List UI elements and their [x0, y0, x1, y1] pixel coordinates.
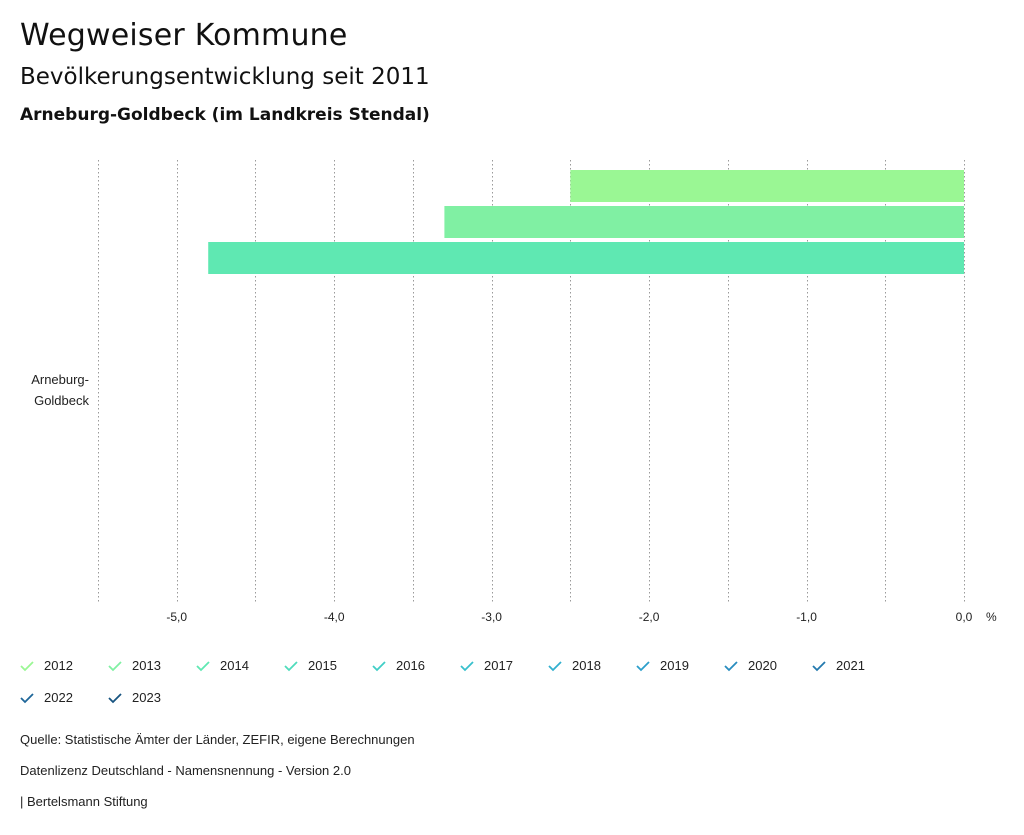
x-tick-label: -3,0 — [481, 610, 502, 624]
x-tick-label: -1,0 — [796, 610, 817, 624]
legend-item-2023[interactable]: 2023 — [108, 690, 161, 705]
x-tick-label: -4,0 — [324, 610, 345, 624]
legend-item-2018[interactable]: 2018 — [548, 658, 601, 673]
legend-item-2020[interactable]: 2020 — [724, 658, 777, 673]
bar-2014 — [208, 242, 964, 274]
check-icon — [812, 660, 826, 671]
chart-subtitle: Bevölkerungsentwicklung seit 2011 — [20, 64, 430, 90]
check-icon — [108, 660, 122, 671]
legend-label: 2020 — [748, 658, 777, 673]
x-tick-label: 0,0 — [956, 610, 973, 624]
legend-label: 2018 — [572, 658, 601, 673]
legend-label: 2012 — [44, 658, 73, 673]
check-icon — [284, 660, 298, 671]
legend-item-2021[interactable]: 2021 — [812, 658, 865, 673]
license-text: Datenlizenz Deutschland - Namensnennung … — [20, 763, 351, 778]
legend-item-2019[interactable]: 2019 — [636, 658, 689, 673]
publisher-text: | Bertelsmann Stiftung — [20, 794, 148, 809]
check-icon — [372, 660, 386, 671]
category-label: Arneburg- — [31, 372, 89, 387]
check-icon — [636, 660, 650, 671]
legend-label: 2013 — [132, 658, 161, 673]
legend-label: 2014 — [220, 658, 249, 673]
legend-item-2014[interactable]: 2014 — [196, 658, 249, 673]
check-icon — [196, 660, 210, 671]
legend-item-2012[interactable]: 2012 — [20, 658, 73, 673]
x-axis-unit: % — [986, 610, 997, 624]
check-icon — [548, 660, 562, 671]
legend-label: 2021 — [836, 658, 865, 673]
category-label: Goldbeck — [34, 393, 89, 408]
legend-label: 2023 — [132, 690, 161, 705]
bar-2012 — [570, 170, 964, 202]
page-title: Wegweiser Kommune — [20, 18, 348, 53]
x-tick-label: -2,0 — [639, 610, 660, 624]
legend-label: 2016 — [396, 658, 425, 673]
legend-item-2015[interactable]: 2015 — [284, 658, 337, 673]
source-text: Quelle: Statistische Ämter der Länder, Z… — [20, 732, 415, 747]
region-name: Arneburg-Goldbeck (im Landkreis Stendal) — [20, 105, 430, 125]
x-tick-label: -5,0 — [166, 610, 187, 624]
check-icon — [20, 692, 34, 703]
legend-label: 2019 — [660, 658, 689, 673]
check-icon — [20, 660, 34, 671]
legend-item-2016[interactable]: 2016 — [372, 658, 425, 673]
legend-label: 2017 — [484, 658, 513, 673]
check-icon — [460, 660, 474, 671]
legend-item-2022[interactable]: 2022 — [20, 690, 73, 705]
bar-chart: -5,0 -4,0 -3,0 -2,0 -1,0 0,0 % Arneburg- Goldbec… — [31, 160, 997, 624]
legend-item-2013[interactable]: 2013 — [108, 658, 161, 673]
check-icon — [108, 692, 122, 703]
bar-2013 — [444, 206, 964, 238]
legend-item-2017[interactable]: 2017 — [460, 658, 513, 673]
check-icon — [724, 660, 738, 671]
legend-label: 2015 — [308, 658, 337, 673]
legend-label: 2022 — [44, 690, 73, 705]
